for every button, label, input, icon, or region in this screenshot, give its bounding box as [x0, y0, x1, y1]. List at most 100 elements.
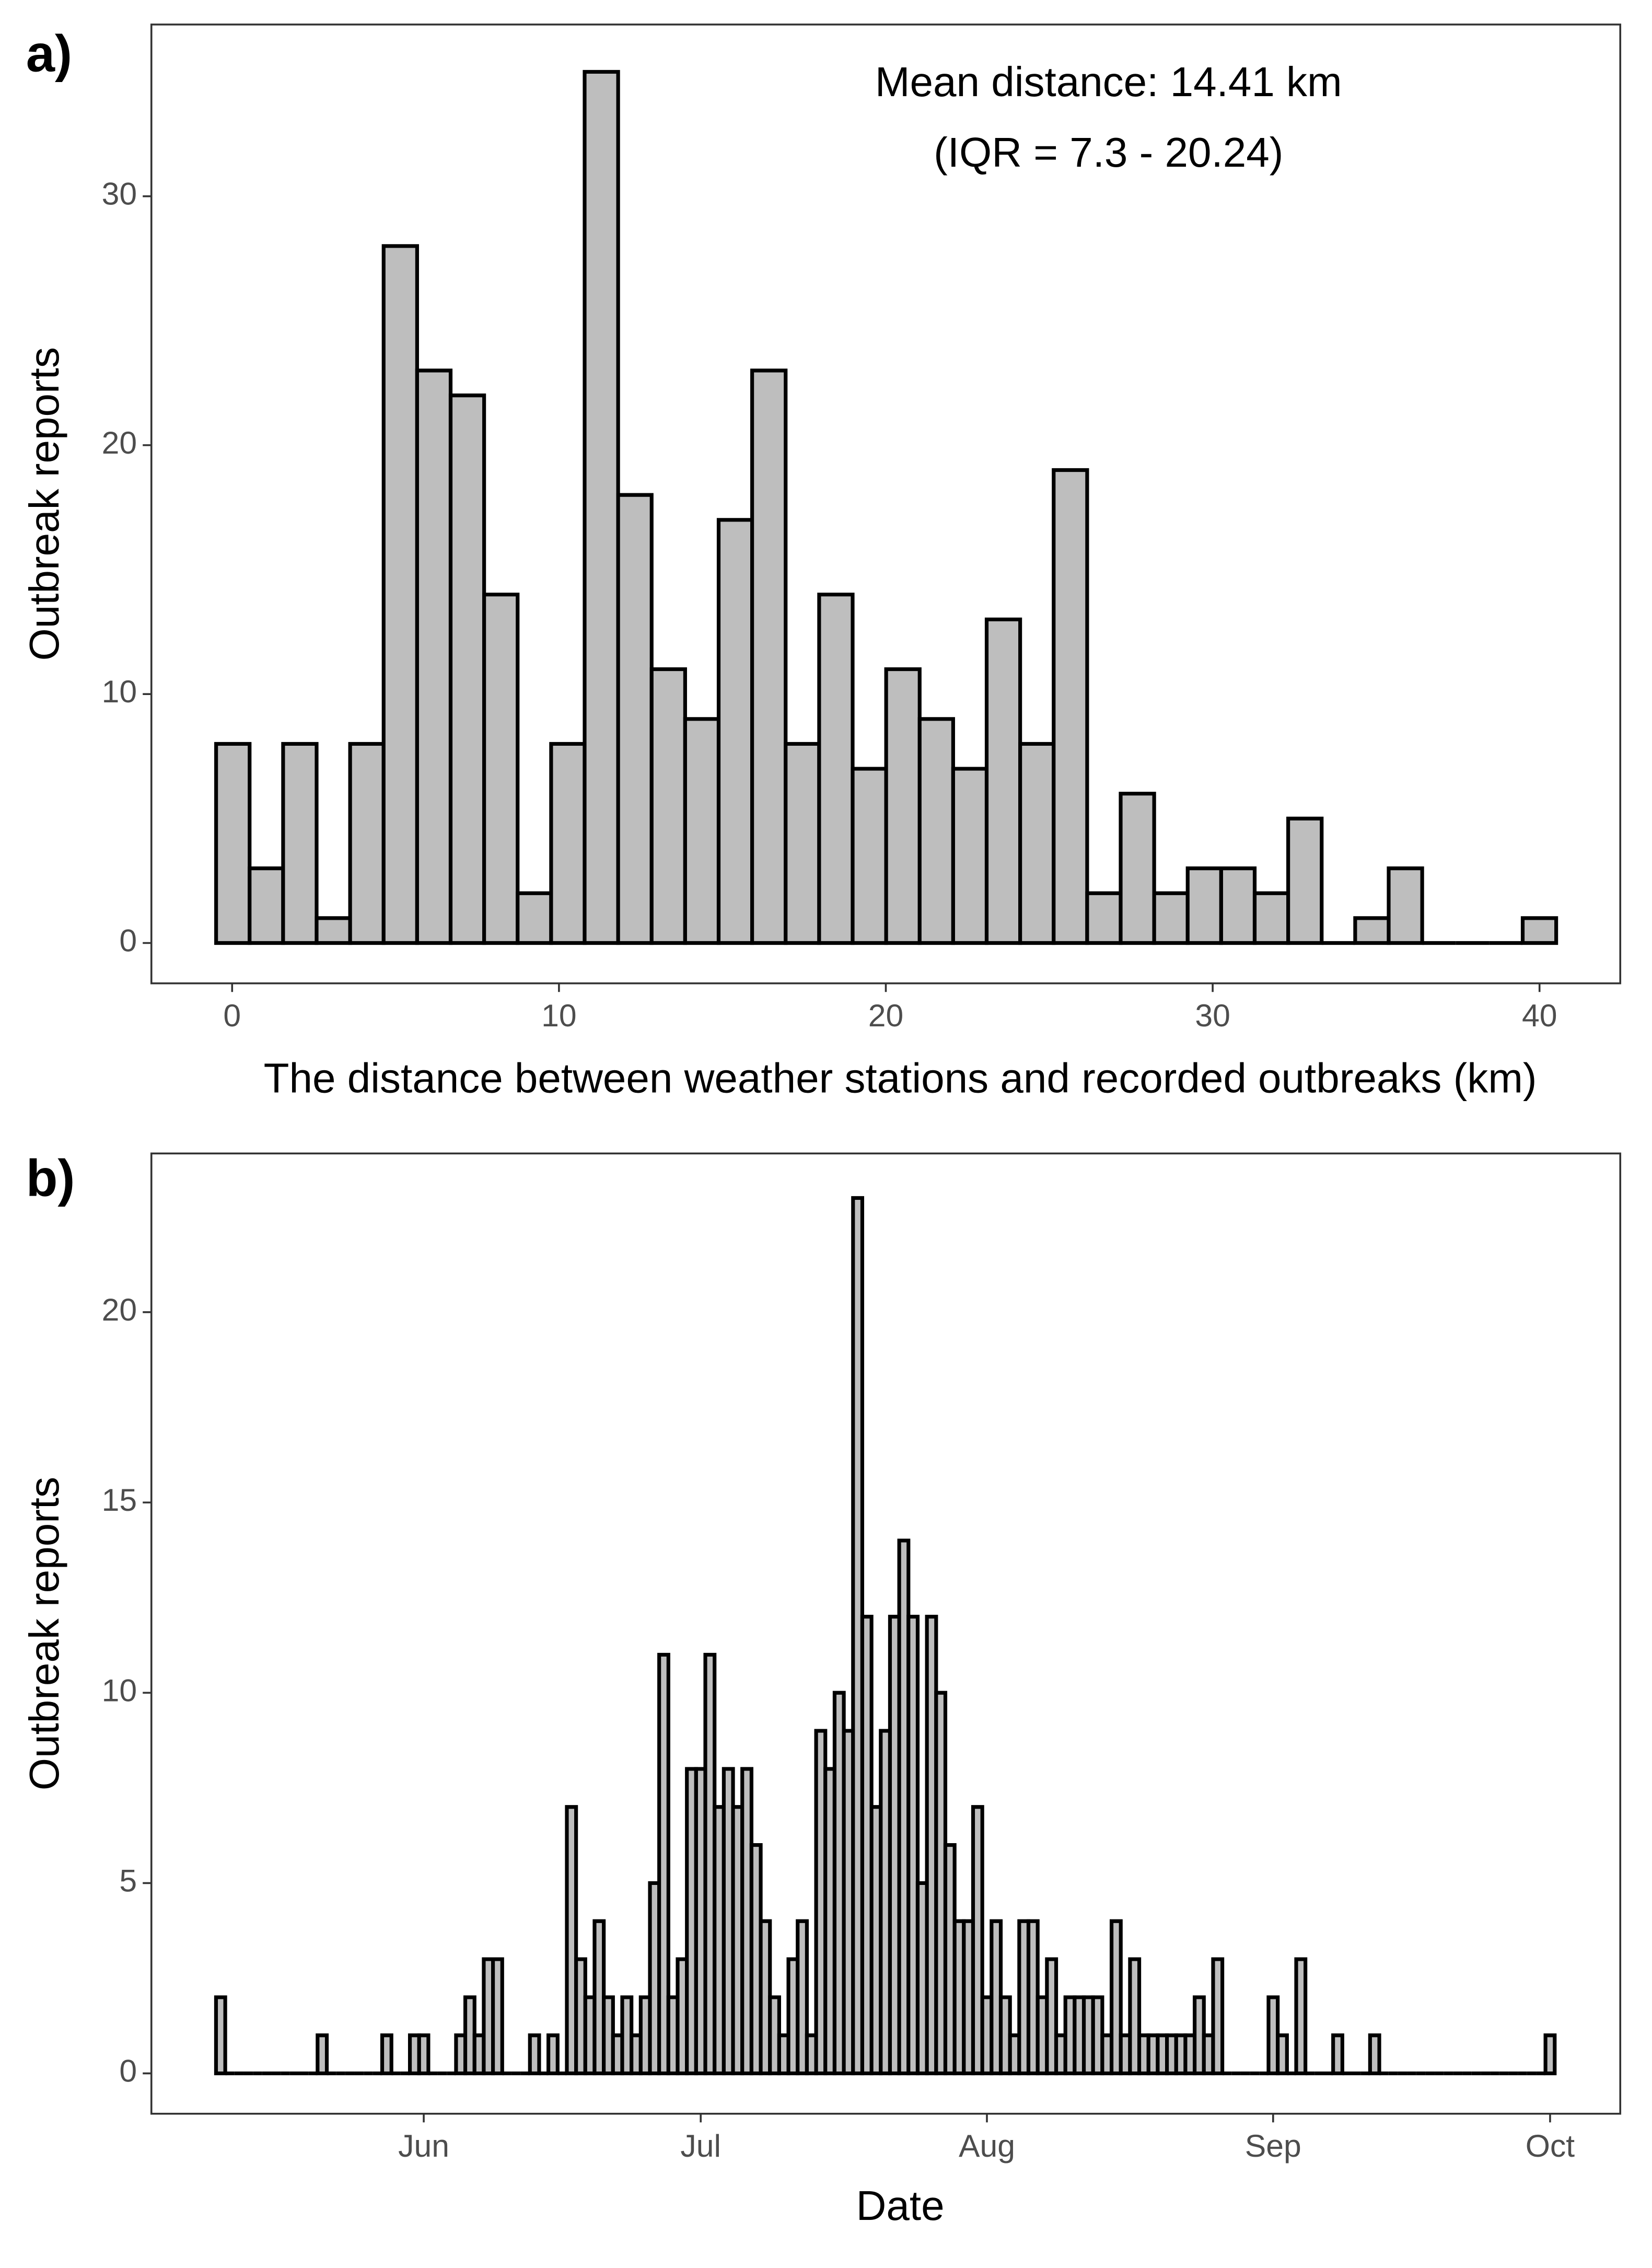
bar	[657, 1652, 670, 2076]
y-tick-label: 10	[102, 674, 137, 709]
bar	[415, 368, 453, 945]
bar	[768, 1995, 781, 2076]
bar	[1543, 2033, 1557, 2076]
bar	[565, 1805, 578, 2076]
bar	[1185, 866, 1223, 945]
bar	[851, 1196, 865, 2076]
y-axis-title: Outbreak reports	[21, 347, 67, 661]
bar	[1286, 816, 1324, 945]
bar	[616, 493, 654, 945]
bar	[592, 1919, 606, 2076]
y-tick-label: 0	[119, 2053, 137, 2089]
bar	[817, 593, 855, 945]
panel-tag: b)	[26, 1150, 75, 1208]
x-tick-label: Aug	[959, 2128, 1015, 2163]
bar	[448, 394, 486, 945]
panel-tag: a)	[26, 25, 72, 83]
bar	[1045, 1957, 1058, 2076]
bar	[851, 767, 888, 945]
bar	[1294, 1957, 1308, 2076]
bar	[917, 717, 955, 945]
bar	[380, 2033, 393, 2076]
bar	[214, 1995, 227, 2076]
bar	[417, 2033, 431, 2076]
bar	[1128, 1957, 1142, 2076]
bar	[602, 1995, 615, 2076]
y-tick-label: 5	[119, 1862, 137, 1898]
bar	[1193, 1995, 1206, 2076]
bar	[925, 1615, 938, 2076]
x-tick-label: Jul	[680, 2128, 721, 2163]
bar	[549, 742, 587, 945]
bar	[649, 667, 687, 945]
bar	[348, 742, 386, 945]
bar	[1387, 866, 1424, 945]
y-tick-label: 0	[119, 923, 137, 958]
y-tick-label: 10	[102, 1672, 137, 1708]
bar	[1018, 742, 1056, 945]
bar	[971, 1805, 984, 2076]
x-tick-label: Oct	[1526, 2128, 1575, 2163]
bar	[884, 667, 922, 945]
bar	[528, 2033, 541, 2076]
bar	[1152, 891, 1190, 945]
bar	[897, 1538, 911, 2076]
bar	[759, 1919, 772, 2076]
x-tick-label: 0	[223, 998, 241, 1033]
annotation: Mean distance: 14.41 km	[875, 59, 1342, 105]
bar	[248, 866, 285, 945]
y-tick-label: 30	[102, 176, 137, 212]
bar	[784, 742, 821, 945]
bar	[1252, 891, 1290, 945]
bar	[1353, 916, 1391, 945]
bar	[832, 1691, 846, 2076]
bar	[906, 1615, 920, 2076]
bar	[1119, 792, 1156, 945]
annotation: (IQR = 7.3 - 20.24)	[934, 129, 1283, 176]
y-tick-label: 20	[102, 1292, 137, 1327]
bar	[860, 1615, 874, 2076]
bar	[1211, 1957, 1225, 2076]
bar	[516, 891, 553, 945]
bar	[951, 767, 989, 945]
bar	[214, 742, 252, 945]
bar	[574, 1957, 587, 2076]
bar	[1052, 468, 1089, 945]
x-tick-label: 10	[541, 998, 577, 1033]
bar	[620, 1995, 634, 2076]
bar	[722, 1767, 735, 2076]
y-tick-label: 15	[102, 1482, 137, 1518]
bar	[1276, 2033, 1289, 2076]
bar	[1520, 916, 1558, 945]
bar	[796, 1919, 809, 2076]
x-tick-label: 40	[1522, 998, 1557, 1033]
bar	[984, 617, 1022, 945]
bar	[1026, 1919, 1040, 2076]
x-tick-label: 20	[868, 998, 904, 1033]
bar	[463, 1995, 476, 2076]
x-tick-label: Jun	[398, 2128, 449, 2163]
bar	[1219, 866, 1257, 945]
bar	[998, 1995, 1012, 2076]
bar	[546, 2033, 560, 2076]
bar	[750, 368, 788, 945]
bar	[990, 1919, 1003, 2076]
y-tick-label: 20	[102, 425, 137, 460]
bar	[1266, 1995, 1280, 2076]
x-tick-label: Sep	[1245, 2128, 1301, 2163]
bar	[381, 244, 419, 945]
bar	[934, 1691, 948, 2076]
bar	[583, 70, 620, 945]
bar	[749, 1843, 763, 2076]
bar	[482, 593, 520, 945]
bar	[943, 1843, 957, 2076]
bar	[716, 518, 754, 945]
bar	[703, 1652, 717, 2076]
y-axis-title: Outbreak reports	[21, 1477, 67, 1790]
x-axis-title: The distance between weather stations an…	[264, 1055, 1537, 1101]
bar	[1085, 891, 1123, 945]
panel-border	[150, 1152, 1622, 2115]
bar	[491, 1957, 504, 2076]
bar	[1368, 2033, 1381, 2076]
